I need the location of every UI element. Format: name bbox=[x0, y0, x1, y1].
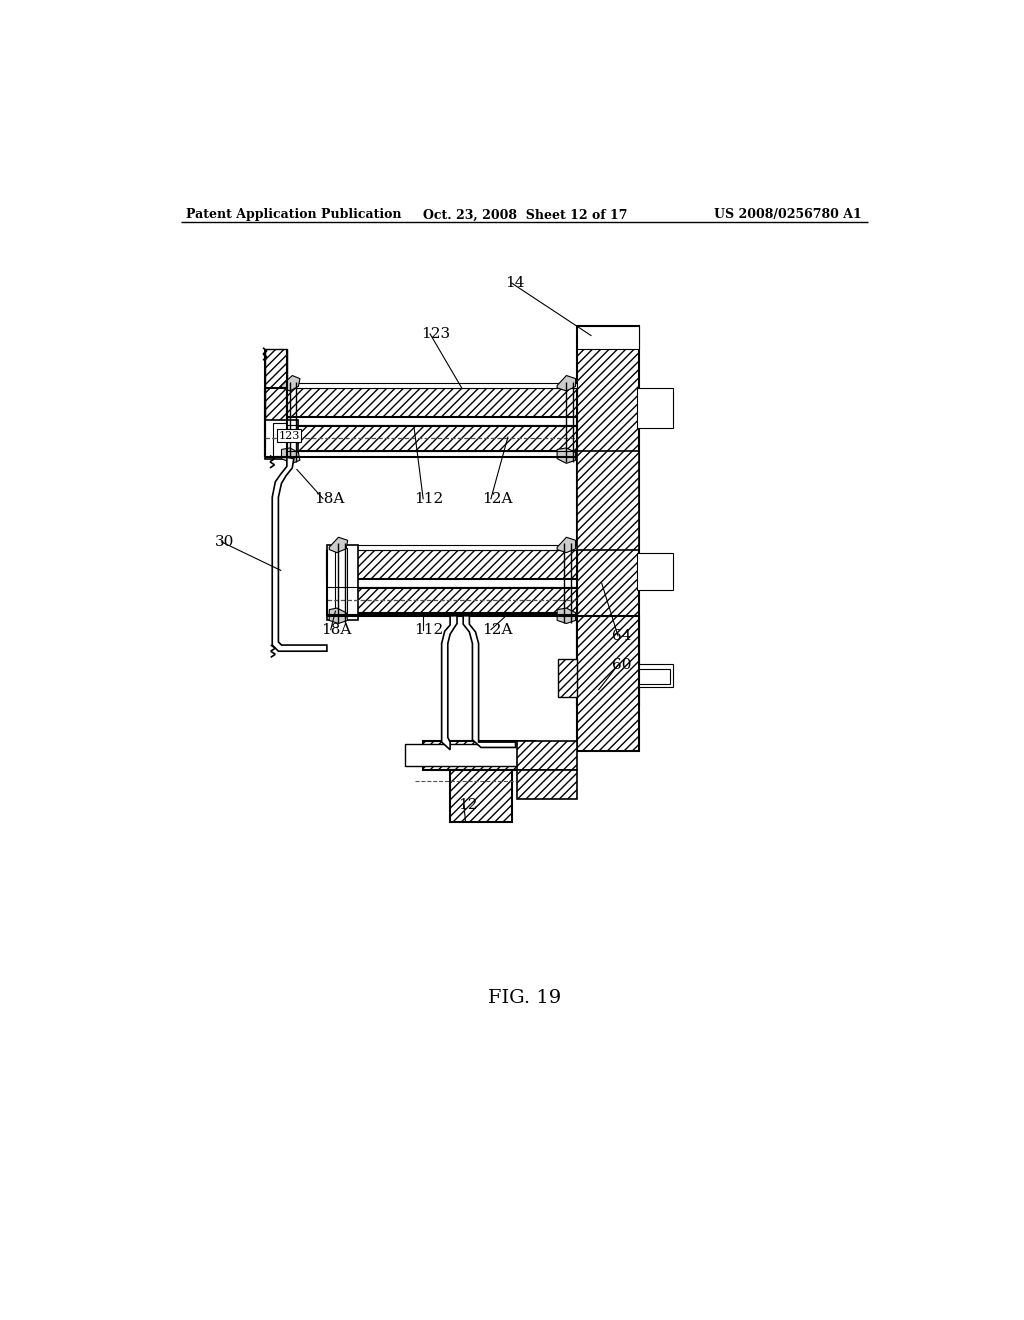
Bar bbox=[296, 426, 578, 451]
Polygon shape bbox=[557, 609, 575, 623]
Bar bbox=[639, 556, 671, 572]
Bar bbox=[637, 553, 673, 590]
Text: 123: 123 bbox=[279, 430, 300, 441]
Text: 123: 123 bbox=[421, 327, 450, 341]
Bar bbox=[287, 383, 578, 388]
Bar bbox=[273, 424, 287, 455]
Bar bbox=[327, 549, 578, 579]
Text: 112: 112 bbox=[414, 492, 443, 506]
Bar bbox=[265, 420, 298, 459]
Bar bbox=[327, 545, 357, 620]
Text: 64: 64 bbox=[611, 628, 632, 643]
Text: Patent Application Publication: Patent Application Publication bbox=[186, 209, 401, 222]
Bar bbox=[404, 744, 555, 766]
Bar bbox=[639, 573, 671, 586]
Bar bbox=[639, 409, 671, 424]
Text: 18A: 18A bbox=[313, 492, 344, 506]
Bar bbox=[327, 545, 578, 549]
Bar bbox=[517, 770, 578, 799]
Polygon shape bbox=[557, 537, 575, 553]
Bar bbox=[335, 548, 347, 614]
Text: Oct. 23, 2008  Sheet 12 of 17: Oct. 23, 2008 Sheet 12 of 17 bbox=[423, 209, 627, 222]
Bar bbox=[265, 350, 287, 457]
Text: 12A: 12A bbox=[481, 623, 512, 636]
Polygon shape bbox=[272, 457, 327, 651]
Bar bbox=[578, 326, 639, 705]
Text: 12: 12 bbox=[458, 799, 477, 812]
Polygon shape bbox=[463, 615, 515, 747]
Text: 18A: 18A bbox=[322, 623, 352, 636]
Polygon shape bbox=[330, 609, 348, 623]
Polygon shape bbox=[282, 376, 300, 391]
Polygon shape bbox=[557, 447, 575, 463]
Bar bbox=[637, 388, 673, 428]
Bar bbox=[637, 664, 673, 686]
Bar bbox=[558, 659, 578, 697]
Text: 14: 14 bbox=[506, 276, 525, 290]
Bar bbox=[639, 391, 671, 408]
Bar bbox=[578, 615, 639, 751]
Bar bbox=[423, 741, 535, 770]
Text: 112: 112 bbox=[414, 623, 443, 636]
Polygon shape bbox=[441, 615, 457, 750]
Bar bbox=[517, 741, 578, 770]
Bar bbox=[639, 669, 670, 684]
Bar bbox=[287, 388, 578, 417]
Text: 30: 30 bbox=[215, 535, 234, 549]
Text: FIG. 19: FIG. 19 bbox=[488, 989, 561, 1007]
Polygon shape bbox=[330, 537, 348, 553]
Text: 60: 60 bbox=[611, 659, 632, 672]
Bar bbox=[451, 770, 512, 822]
Polygon shape bbox=[557, 376, 575, 391]
Bar bbox=[335, 589, 578, 612]
Bar bbox=[578, 451, 639, 549]
Text: 12A: 12A bbox=[481, 492, 512, 506]
Polygon shape bbox=[282, 447, 300, 463]
Bar bbox=[639, 667, 671, 684]
Bar bbox=[578, 326, 639, 350]
Text: US 2008/0256780 A1: US 2008/0256780 A1 bbox=[715, 209, 862, 222]
